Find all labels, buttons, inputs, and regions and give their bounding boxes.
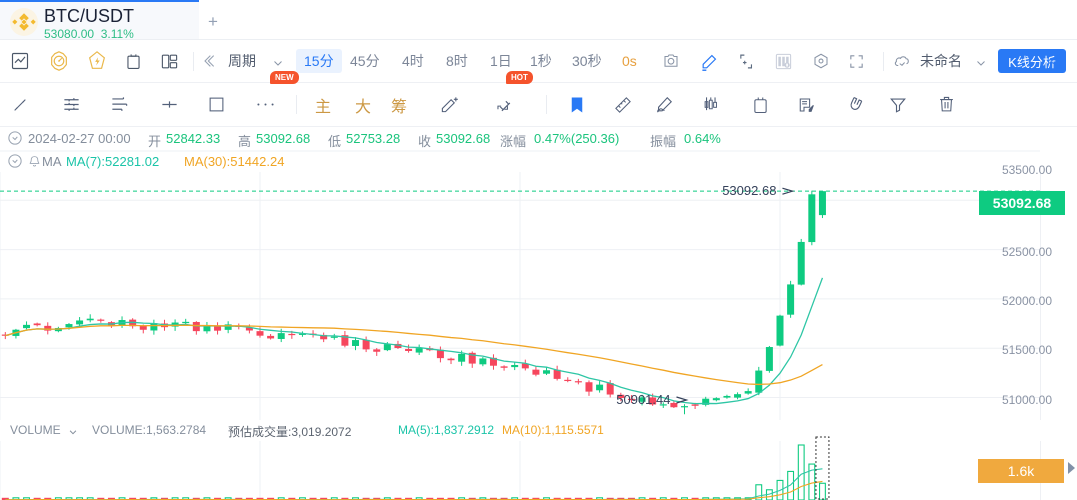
svg-text:53092.68: 53092.68 (722, 183, 776, 198)
svg-text:50901.44: 50901.44 (616, 392, 670, 407)
